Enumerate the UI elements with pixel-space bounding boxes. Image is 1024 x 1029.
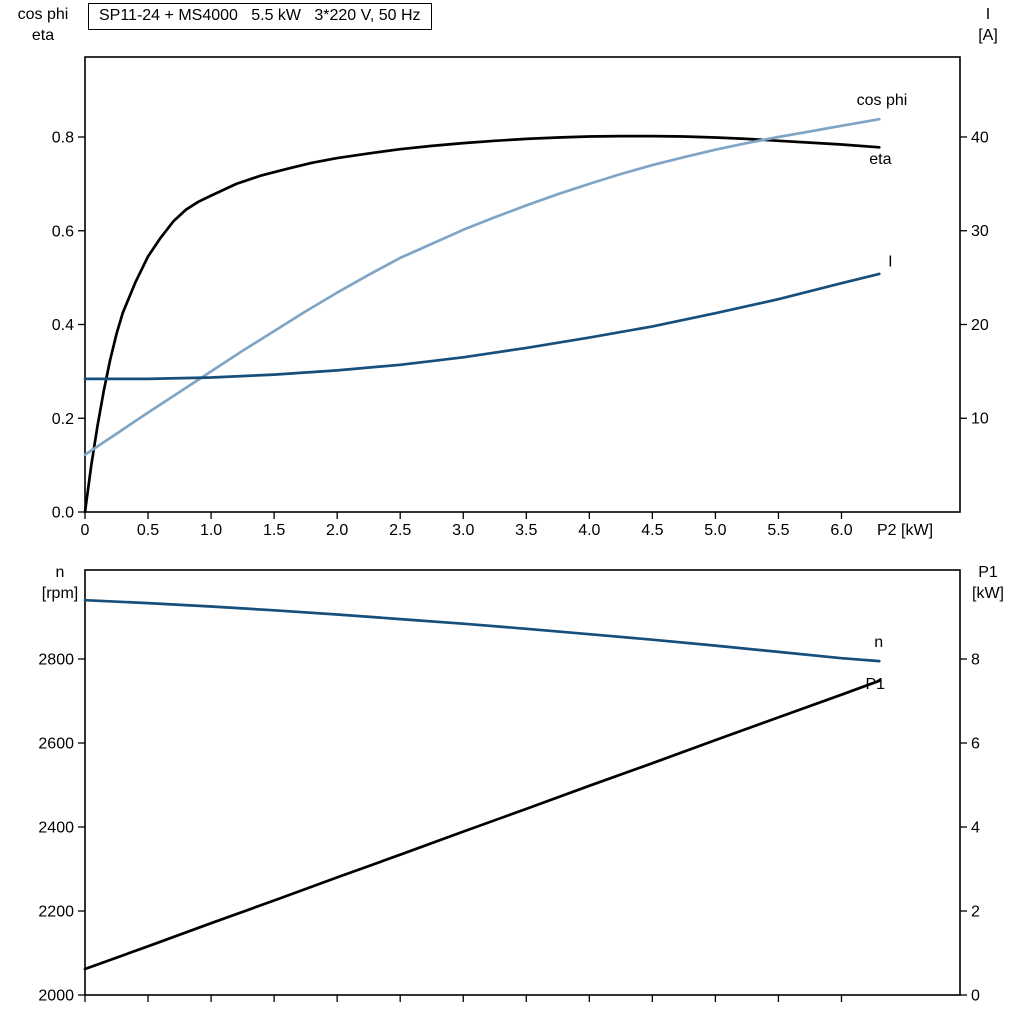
x-axis-title-p2: P2 [kW] [877, 522, 934, 539]
right-axis-title-amps-unit: [A] [978, 27, 998, 44]
plot-border-0 [84, 56, 961, 513]
y-right-tick-label: 30 [971, 223, 989, 240]
y-right-tick-label: 2 [971, 903, 980, 920]
chart-title-box: SP11-24 + MS4000 5.5 kW 3*220 V, 50 Hz [88, 3, 432, 30]
I-curve [83, 272, 881, 381]
x-tick-label: 4.5 [641, 522, 663, 539]
cos-phi-curve-label: cos phi [857, 92, 908, 109]
x-tick-label: 6.0 [830, 522, 852, 539]
y-left-tick-label: 0.0 [52, 505, 74, 522]
y-right-tick-label: 20 [971, 317, 989, 334]
left-axis-title-rpm-unit: [rpm] [41, 585, 79, 602]
n-curve-label: n [874, 634, 883, 651]
x-tick-label: 0.5 [137, 522, 159, 539]
bottom-chart-left-axis-title: n [rpm] [28, 562, 92, 604]
x-tick-label: 1.5 [263, 522, 285, 539]
x-tick-label: 3.0 [452, 522, 474, 539]
y-left-tick-label: 0.6 [52, 223, 74, 240]
y-left-tick-label: 0.2 [52, 411, 74, 428]
y-right-tick-label: 10 [971, 411, 989, 428]
y-right-tick-label: 6 [971, 735, 980, 752]
top-chart-left-axis-title: cos phi eta [4, 4, 82, 46]
left-axis-title-n: n [55, 564, 65, 581]
x-tick-label: 2.0 [326, 522, 348, 539]
y-left-tick-label: 2600 [38, 735, 74, 752]
I-curve-label: I [888, 253, 892, 270]
eta-curve-label: eta [869, 151, 891, 168]
left-axis-title-cosphi: cos phi [17, 6, 69, 23]
y-left-tick-label: 0.8 [52, 130, 74, 147]
x-tick-label: 2.5 [389, 522, 411, 539]
x-tick-label: 1.0 [200, 522, 222, 539]
y-left-tick-label: 2000 [38, 988, 74, 1005]
cos-phi-curve [83, 117, 881, 457]
right-axis-title-kw-unit: [kW] [972, 585, 1004, 602]
right-axis-title-p1: P1 [978, 564, 998, 581]
y-left-tick-label: 2200 [38, 903, 74, 920]
y-right-tick-label: 8 [971, 651, 980, 668]
P1-curve [83, 679, 881, 971]
left-axis-title-eta: eta [31, 27, 55, 44]
y-right-tick-label: 4 [971, 819, 980, 836]
y-right-tick-label: 0 [971, 988, 980, 1005]
y-left-tick-label: 2800 [38, 651, 74, 668]
x-tick-label: 3.5 [515, 522, 537, 539]
y-left-tick-label: 2400 [38, 819, 74, 836]
x-tick-label: 4.0 [578, 522, 600, 539]
y-right-tick-label: 40 [971, 129, 989, 146]
y-left-tick-label: 0.4 [52, 317, 74, 334]
P1-curve-label: P1 [865, 676, 885, 693]
top-chart-right-axis-title: I [A] [958, 4, 1018, 46]
x-tick-label: 0 [81, 522, 90, 539]
bottom-chart-right-axis-title: P1 [kW] [956, 562, 1020, 604]
x-tick-label: 5.5 [767, 522, 789, 539]
n-curve [83, 598, 881, 663]
x-tick-label: 5.0 [704, 522, 726, 539]
plot-border-1 [84, 569, 961, 996]
eta-curve [83, 134, 881, 514]
right-axis-title-current: I [985, 6, 991, 23]
